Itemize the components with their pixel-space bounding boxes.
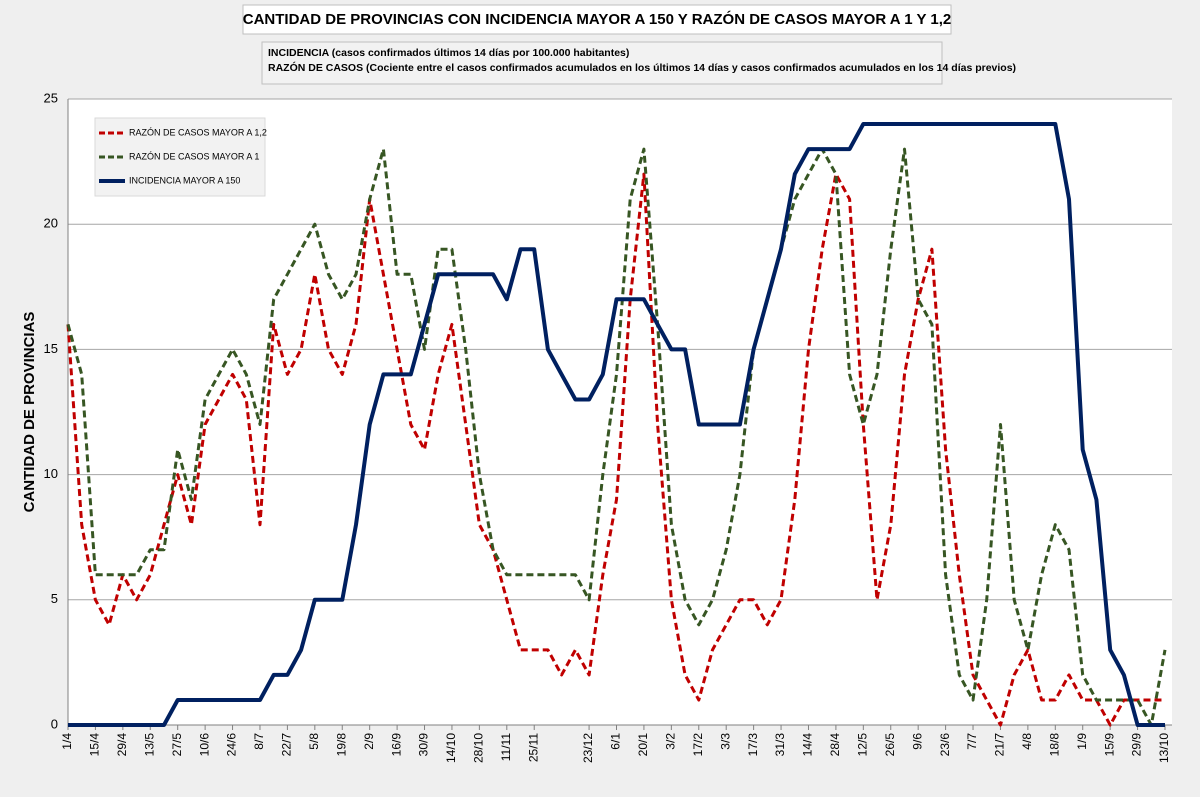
x-tick-label: 9/6: [910, 733, 924, 750]
x-tick-label: 2/9: [362, 733, 376, 750]
x-tick-label: 6/1: [609, 733, 623, 750]
y-tick-label: 15: [44, 341, 58, 356]
y-tick-label: 10: [44, 466, 58, 481]
x-tick-label: 23/6: [938, 733, 952, 757]
y-tick-label: 25: [44, 90, 58, 105]
series-line: [66, 172, 1165, 727]
y-axis-label: CANTIDAD DE PROVINCIAS: [21, 312, 38, 513]
x-tick-label: 19/8: [334, 733, 348, 757]
x-tick-label: 17/3: [746, 733, 760, 757]
x-tick-label: 29/4: [115, 733, 129, 757]
x-tick-label: 28/10: [472, 733, 486, 763]
y-tick-label: 0: [51, 716, 58, 731]
chart-title: CANTIDAD DE PROVINCIAS CON INCIDENCIA MA…: [243, 10, 951, 28]
annotation: INCIDENCIA (casos confirmados últimos 14…: [268, 47, 629, 59]
x-tick-label: 10/6: [197, 733, 211, 757]
annotation: RAZÓN DE CASOS (Cociente entre el casos …: [268, 61, 1016, 74]
x-tick-label: 21/7: [993, 733, 1007, 757]
x-tick-label: 29/9: [1130, 733, 1144, 757]
x-tick-label: 12/5: [855, 733, 869, 757]
x-tick-label: 13/5: [142, 733, 156, 757]
x-tick-label: 15/9: [1102, 733, 1116, 757]
plot-area: [68, 99, 1172, 725]
x-tick-label: 15/4: [88, 733, 102, 757]
x-tick-label: 16/9: [389, 733, 403, 757]
y-tick-label: 20: [44, 216, 58, 231]
x-tick-label: 23/12: [581, 733, 595, 763]
legend-label: INCIDENCIA MAYOR A 150: [129, 175, 240, 185]
x-tick-label: 17/2: [691, 733, 705, 757]
y-tick-label: 5: [51, 591, 58, 606]
x-tick-label: 3/2: [664, 733, 678, 750]
legend-label: RAZÓN DE CASOS MAYOR A 1,2: [129, 127, 267, 137]
x-tick-label: 28/4: [828, 733, 842, 757]
series-line: [66, 147, 1167, 727]
x-tick-label: 25/11: [526, 733, 540, 762]
x-tick-label: 5/8: [307, 733, 321, 750]
x-tick-label: 14/4: [801, 733, 815, 757]
x-tick-label: 1/4: [60, 733, 74, 750]
x-tick-label: 18/8: [1047, 733, 1061, 757]
x-tick-label: 1/9: [1075, 733, 1089, 750]
x-tick-label: 26/5: [883, 733, 897, 757]
x-tick-label: 3/3: [718, 733, 732, 750]
x-tick-label: 27/5: [170, 733, 184, 757]
x-tick-label: 11/11: [499, 733, 513, 762]
x-tick-label: 20/1: [636, 733, 650, 757]
x-tick-label: 8/7: [252, 733, 266, 750]
x-tick-label: 14/10: [444, 733, 458, 763]
legend-label: RAZÓN DE CASOS MAYOR A 1: [129, 151, 259, 161]
x-tick-label: 31/3: [773, 733, 787, 757]
x-tick-label: 13/10: [1157, 733, 1171, 763]
x-tick-label: 24/6: [225, 733, 239, 757]
series-line: [68, 122, 1165, 727]
x-tick-label: 22/7: [280, 733, 294, 757]
x-tick-label: 7/7: [965, 733, 979, 750]
x-tick-label: 4/8: [1020, 733, 1034, 750]
title-box: [242, 4, 952, 35]
note-box: [261, 41, 943, 85]
x-tick-label: 30/9: [417, 733, 431, 757]
